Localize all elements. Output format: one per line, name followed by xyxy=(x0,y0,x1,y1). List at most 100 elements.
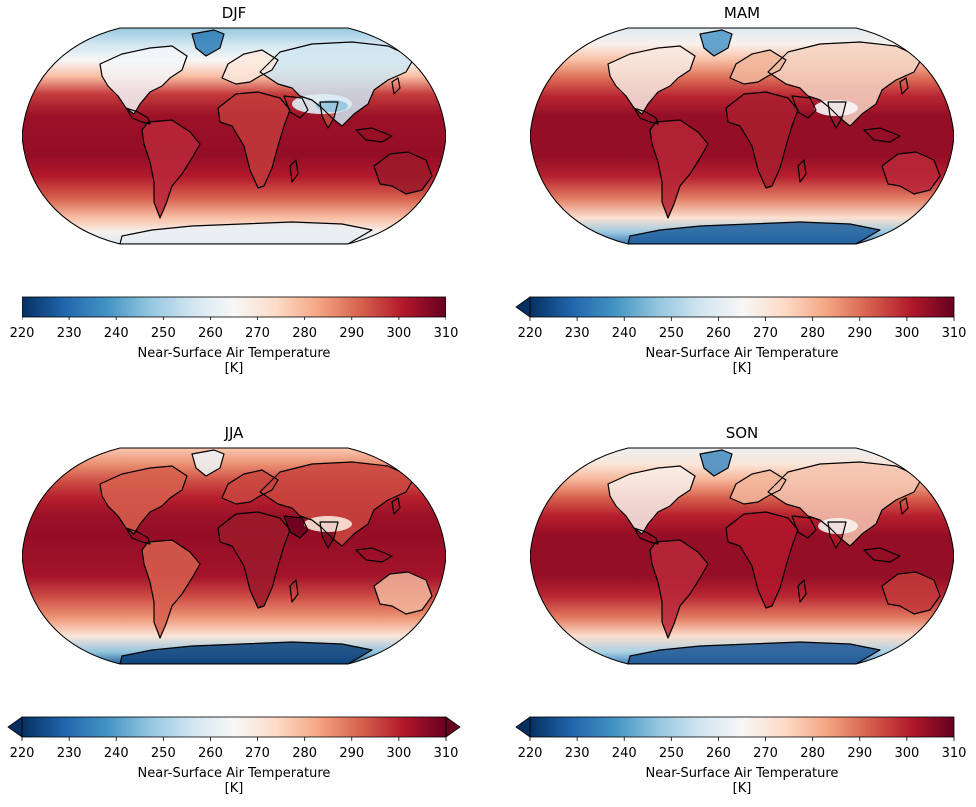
map-jja xyxy=(22,447,446,665)
land-temperature-aus xyxy=(882,572,940,614)
coastline-ca xyxy=(633,527,659,545)
coastline-madag xyxy=(797,159,807,183)
coastline-ca xyxy=(633,107,659,125)
coastline-aus xyxy=(881,571,941,615)
land-temperature-eu xyxy=(222,50,278,84)
land-temperature-eu xyxy=(222,470,278,504)
colorbar-tick-label: 290 xyxy=(847,746,873,761)
coastline-india xyxy=(827,521,847,549)
map-field xyxy=(22,28,446,244)
colorbar-tick-label: 260 xyxy=(706,326,731,341)
colorbar-label-line1: Near-Surface Air Temperature xyxy=(645,766,839,781)
colorbar-mam xyxy=(515,296,955,321)
map-field xyxy=(530,28,954,244)
colorbar-label: Near-Surface Air Temperature [K] xyxy=(22,766,446,796)
coastline-arabia xyxy=(791,515,817,539)
colorbar-tick-label: 290 xyxy=(339,326,365,341)
coastline-japan xyxy=(391,77,401,95)
colorbar-tick-label: 220 xyxy=(517,746,543,761)
colorbar-extend-min xyxy=(7,716,23,738)
land-temperature-aus xyxy=(374,572,432,614)
colorbar-tick-label: 270 xyxy=(245,746,270,761)
colorbar-djf xyxy=(22,296,446,320)
coastline-af xyxy=(725,91,799,189)
colorbar-label-line1: Near-Surface Air Temperature xyxy=(137,766,331,781)
map-field xyxy=(530,448,954,664)
coastline-sa xyxy=(141,119,201,219)
coastline-ant xyxy=(119,641,373,664)
land-temperature-asia xyxy=(768,462,922,546)
colorbar-tick-label: 220 xyxy=(9,326,35,341)
coastline-asia xyxy=(767,461,923,547)
map-mam xyxy=(530,27,954,245)
coastline-india xyxy=(827,101,847,129)
coastline-af xyxy=(217,91,291,189)
plateau-anomaly xyxy=(316,100,348,112)
coastline-india xyxy=(319,521,339,549)
coastline-ant xyxy=(119,221,373,244)
colorbar-extend-min xyxy=(515,296,531,318)
colorbar-tick-label: 280 xyxy=(800,746,826,761)
coastline-india xyxy=(319,101,339,129)
colorbar-tick-label: 270 xyxy=(753,746,778,761)
colorbar-label-line2: [K] xyxy=(224,781,244,796)
land-temperature-greenland xyxy=(700,30,732,56)
coastline-madag xyxy=(289,579,299,603)
coastline-nz xyxy=(429,197,439,215)
coastline-aus xyxy=(373,571,433,615)
coastline-na xyxy=(607,465,696,535)
coastline-asia xyxy=(259,41,415,127)
coastline-af xyxy=(725,511,799,609)
map-djf xyxy=(22,27,446,245)
colorbar-gradient xyxy=(529,716,955,738)
coastline-greenland xyxy=(699,29,733,57)
coastline-eu xyxy=(729,49,787,85)
colorbar-tick-label: 240 xyxy=(611,746,637,761)
coastline-aus xyxy=(881,151,941,195)
colorbar-tick-label: 230 xyxy=(564,746,590,761)
colorbar-tick-label: 260 xyxy=(198,326,223,341)
colorbar-tick-label: 280 xyxy=(292,746,318,761)
colorbar-tick-label: 280 xyxy=(800,326,826,341)
colorbar-tick-label: 230 xyxy=(56,746,82,761)
colorbar-tick-label: 260 xyxy=(706,746,731,761)
map-outline xyxy=(22,27,446,245)
colorbar-tick-label: 300 xyxy=(386,326,412,341)
land-temperature-af xyxy=(726,92,798,188)
map-title: MAM xyxy=(723,4,761,22)
coastline-eu xyxy=(221,49,279,85)
land-temperature-na xyxy=(100,46,187,114)
coastline-indo xyxy=(355,127,393,143)
coastline-arabia xyxy=(283,95,309,119)
coastline-japan xyxy=(899,77,909,95)
colorbar-tick-label: 220 xyxy=(9,746,35,761)
land-temperature-aus xyxy=(882,152,940,194)
colorbar-tick-label: 250 xyxy=(658,746,684,761)
plateau-anomaly xyxy=(818,518,858,534)
coastline-madag xyxy=(797,579,807,603)
colorbar-label-line2: [K] xyxy=(224,361,244,376)
land-temperature-sa xyxy=(142,120,200,218)
coastline-greenland xyxy=(191,29,225,57)
colorbar-tick-label: 250 xyxy=(658,326,684,341)
colorbar-label: Near-Surface Air Temperature [K] xyxy=(530,766,954,796)
coastline-na xyxy=(99,45,188,115)
colorbar-tick-label: 280 xyxy=(292,326,318,341)
plateau-anomaly xyxy=(304,516,352,532)
colorbar-tick-label: 250 xyxy=(150,326,176,341)
coastline-sa xyxy=(649,119,709,219)
colorbar-jja xyxy=(7,716,461,741)
colorbar-extend-min xyxy=(515,716,531,738)
coastline-nz xyxy=(937,197,947,215)
land-temperature-af xyxy=(218,512,290,608)
land-temperature-arabia xyxy=(284,516,308,538)
coastline-nz xyxy=(429,617,439,635)
coastline-aus xyxy=(373,151,433,195)
land-temperature-greenland xyxy=(192,30,224,56)
map-outline xyxy=(530,447,954,665)
colorbar-gradient xyxy=(22,296,446,318)
coastline-ant xyxy=(627,641,881,664)
colorbar-extend-max xyxy=(445,716,461,738)
land-temperature-af xyxy=(726,512,798,608)
